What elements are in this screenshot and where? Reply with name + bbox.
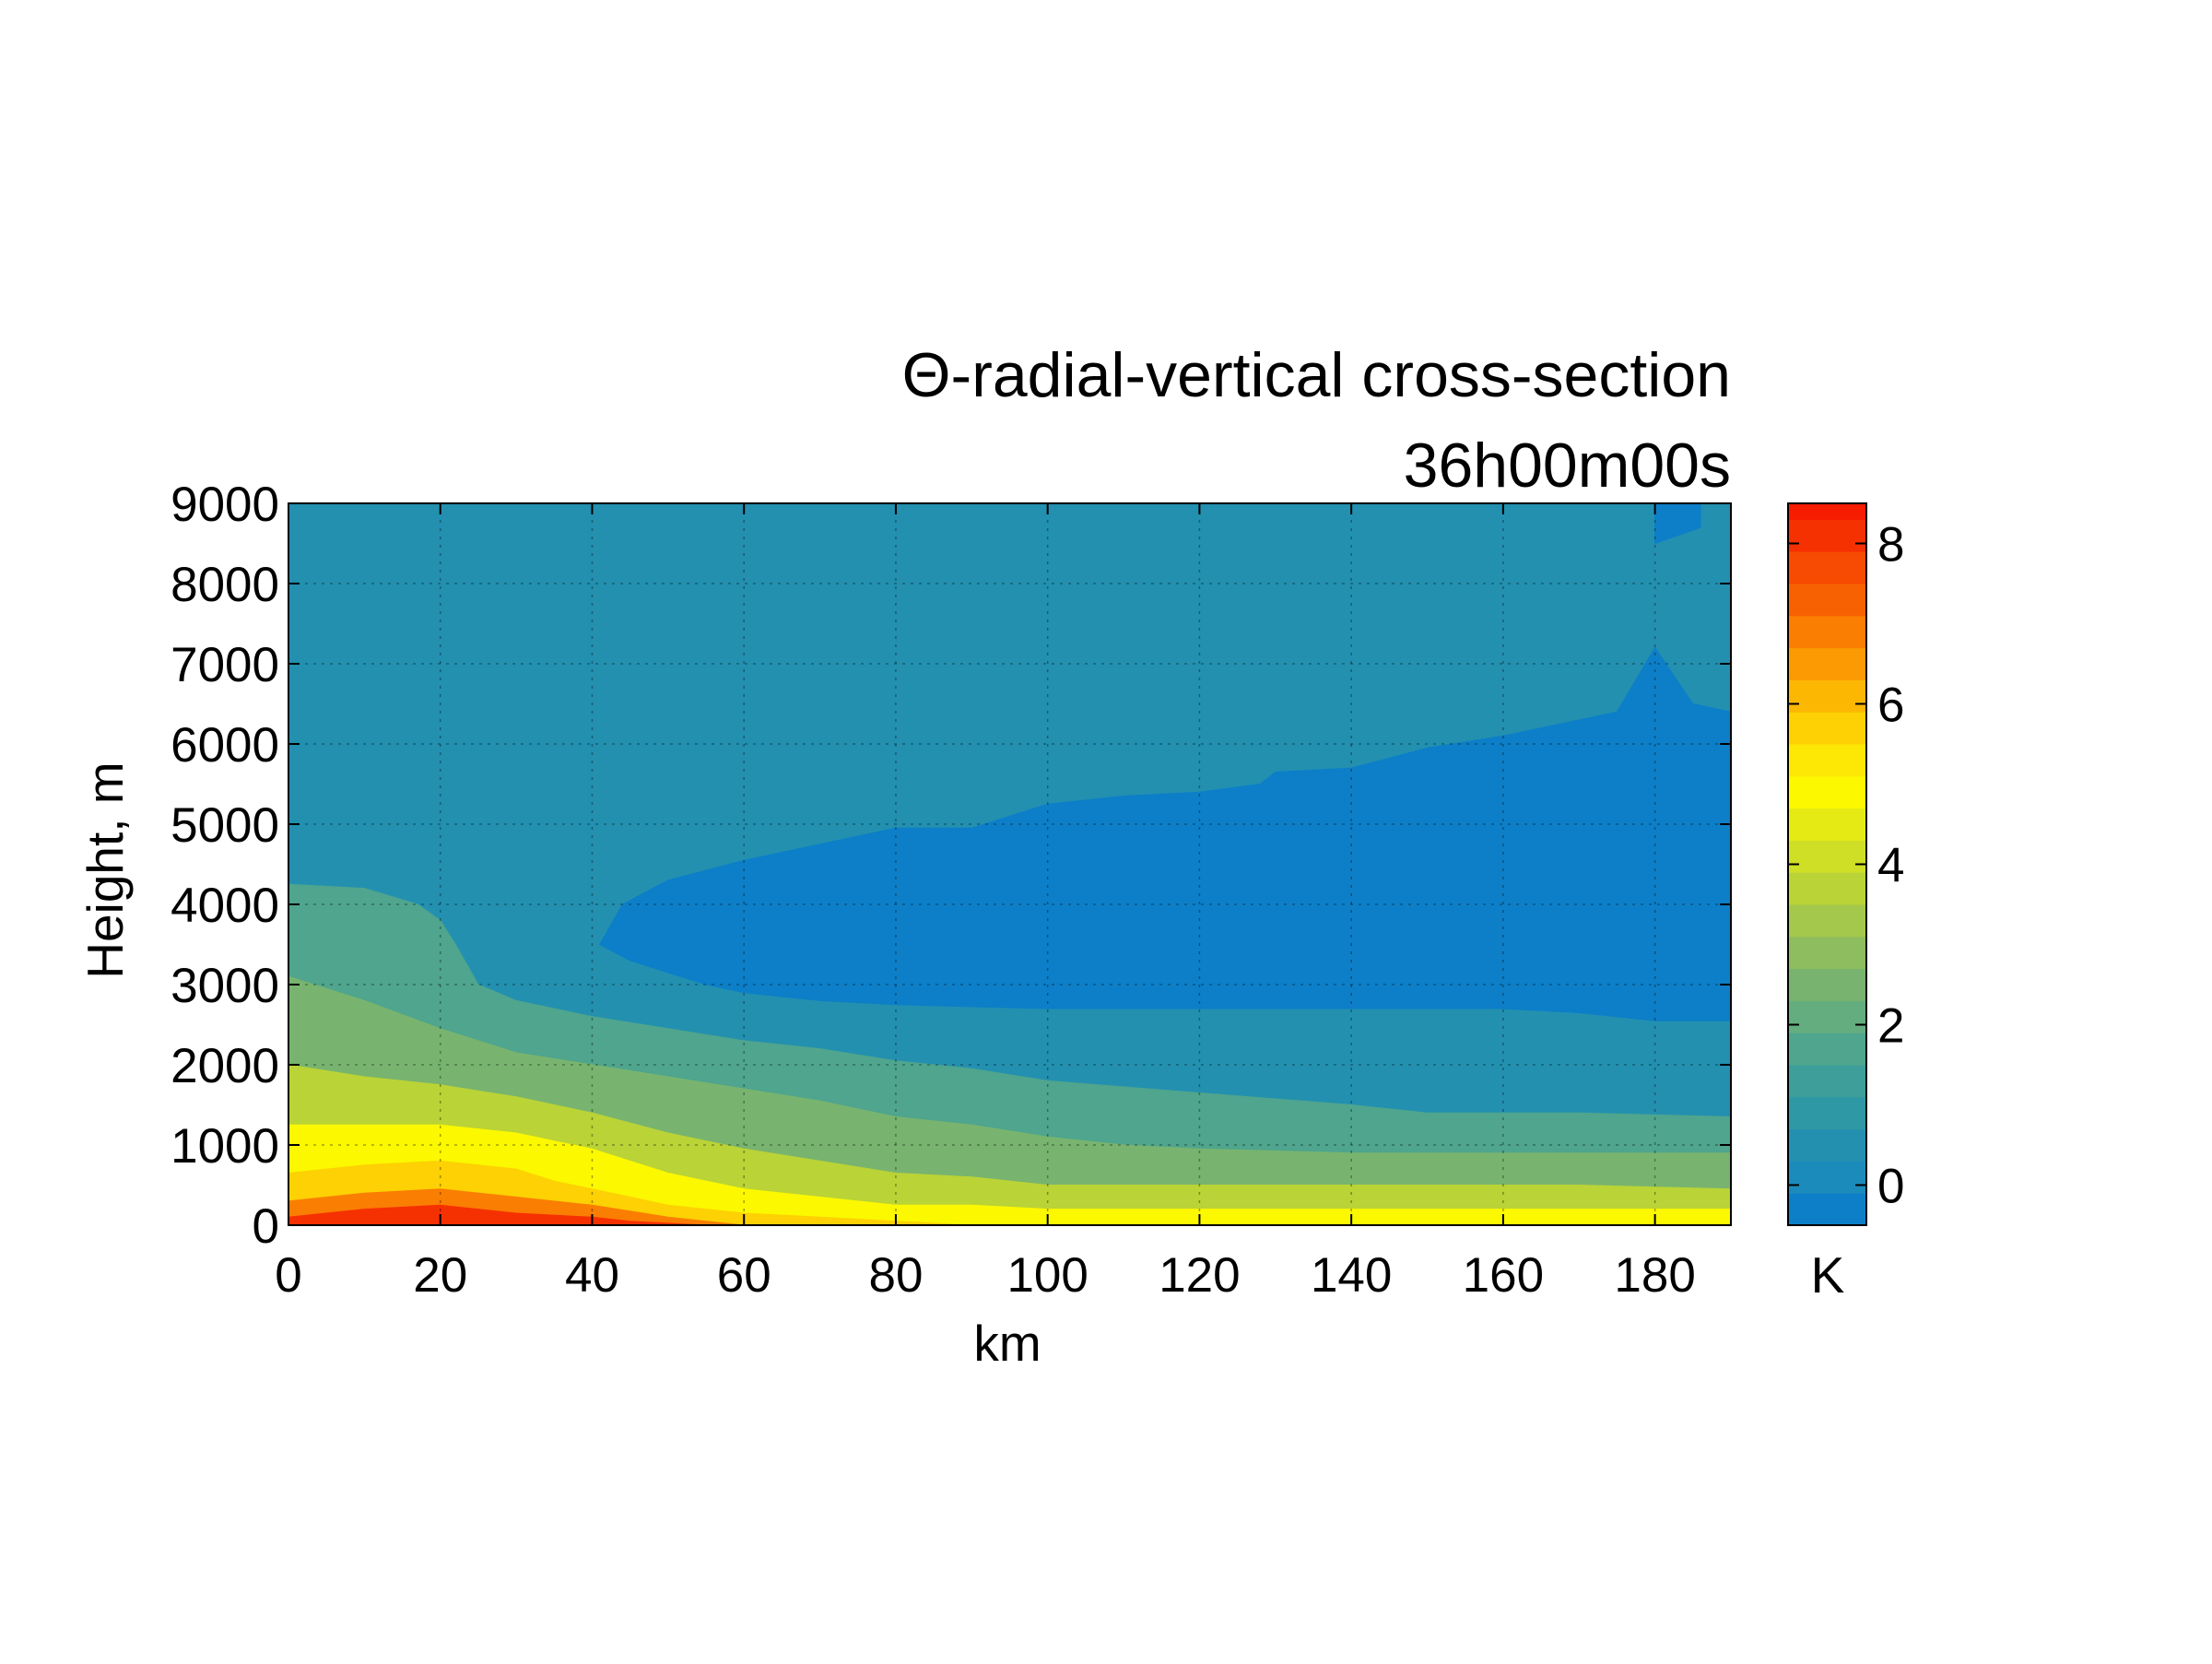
x-tick-label: 180 bbox=[1614, 1248, 1695, 1303]
colorbar-band bbox=[1788, 679, 1866, 713]
colorbar-band bbox=[1788, 904, 1866, 938]
colorbar-band bbox=[1788, 647, 1866, 680]
y-tick-label: 2000 bbox=[171, 1039, 279, 1093]
colorbar-tick-label: 8 bbox=[1877, 518, 1904, 572]
colorbar-band bbox=[1788, 1161, 1866, 1194]
contour-region-9 bbox=[288, 1204, 707, 1225]
y-tick-label: 6000 bbox=[171, 718, 279, 773]
colorbar-band bbox=[1788, 551, 1866, 584]
colorbar-label: K bbox=[1811, 1246, 1845, 1304]
contour-region-1 bbox=[1654, 503, 1701, 545]
y-tick-label: 5000 bbox=[171, 798, 279, 853]
y-tick-label: 9000 bbox=[171, 478, 279, 532]
x-tick-label: 20 bbox=[413, 1248, 467, 1303]
colorbar-band bbox=[1788, 968, 1866, 1001]
chart-subtitle: 36h00m00s bbox=[1404, 431, 1731, 501]
y-axis-label: Height, m bbox=[76, 761, 134, 978]
x-tick-label: 60 bbox=[717, 1248, 771, 1303]
colorbar-band bbox=[1788, 615, 1866, 649]
x-tick-label: 100 bbox=[1006, 1248, 1088, 1303]
x-tick-label: 140 bbox=[1311, 1248, 1392, 1303]
contour-region-2 bbox=[599, 646, 1731, 1021]
colorbar-band bbox=[1788, 808, 1866, 841]
x-tick-label: 80 bbox=[868, 1248, 923, 1303]
y-tick-label: 3000 bbox=[171, 959, 279, 1013]
colorbar-band bbox=[1788, 1000, 1866, 1033]
colorbar-tick-label: 0 bbox=[1877, 1160, 1904, 1214]
y-tick-label: 7000 bbox=[171, 638, 279, 692]
colorbar-tick-label: 2 bbox=[1877, 999, 1904, 1054]
colorbar-band bbox=[1788, 775, 1866, 809]
colorbar-band bbox=[1788, 1033, 1866, 1066]
colorbar-tick-label: 6 bbox=[1877, 679, 1904, 733]
plot-frame bbox=[288, 502, 1732, 1226]
x-tick-label: 0 bbox=[275, 1248, 301, 1303]
colorbar-band bbox=[1788, 1065, 1866, 1098]
x-tick-label: 40 bbox=[565, 1248, 619, 1303]
colorbar-band bbox=[1788, 840, 1866, 873]
chart-title: Θ-radial-vertical cross-section bbox=[902, 340, 1731, 410]
axis-ticks bbox=[288, 502, 1731, 1226]
y-tick-label: 4000 bbox=[171, 879, 279, 933]
colorbar-band bbox=[1788, 519, 1866, 552]
colorbar-ticks: 0 2 4 6 8 bbox=[1788, 518, 1904, 1214]
colorbar-band bbox=[1788, 744, 1866, 777]
colorbar-band bbox=[1788, 936, 1866, 970]
y-tick-label: 0 bbox=[253, 1199, 279, 1254]
colorbar-band bbox=[1788, 584, 1866, 617]
colorbar-tick-label: 4 bbox=[1877, 839, 1904, 893]
colorbar bbox=[1788, 503, 1866, 1226]
colorbar-band bbox=[1788, 1096, 1866, 1130]
x-tick-label: 120 bbox=[1159, 1248, 1240, 1303]
y-tick-labels: 0 1000 2000 3000 4000 5000 6000 7000 8000 9000 bbox=[171, 478, 279, 1254]
y-tick-label: 8000 bbox=[171, 558, 279, 612]
x-tick-labels: 0 20 40 60 80 100 120 140 160 180 bbox=[275, 1248, 1696, 1303]
contour-fills bbox=[288, 503, 1731, 1225]
y-tick-label: 1000 bbox=[171, 1119, 279, 1174]
colorbar-band bbox=[1788, 1128, 1866, 1162]
x-tick-label: 160 bbox=[1463, 1248, 1544, 1303]
colorbar-band bbox=[1788, 503, 1866, 520]
colorbar-band bbox=[1788, 872, 1866, 905]
colorbar-band bbox=[1788, 712, 1866, 745]
colorbar-band bbox=[1788, 1193, 1866, 1226]
x-axis-label: km bbox=[973, 1315, 1041, 1372]
contour-region-6 bbox=[288, 1124, 1731, 1225]
